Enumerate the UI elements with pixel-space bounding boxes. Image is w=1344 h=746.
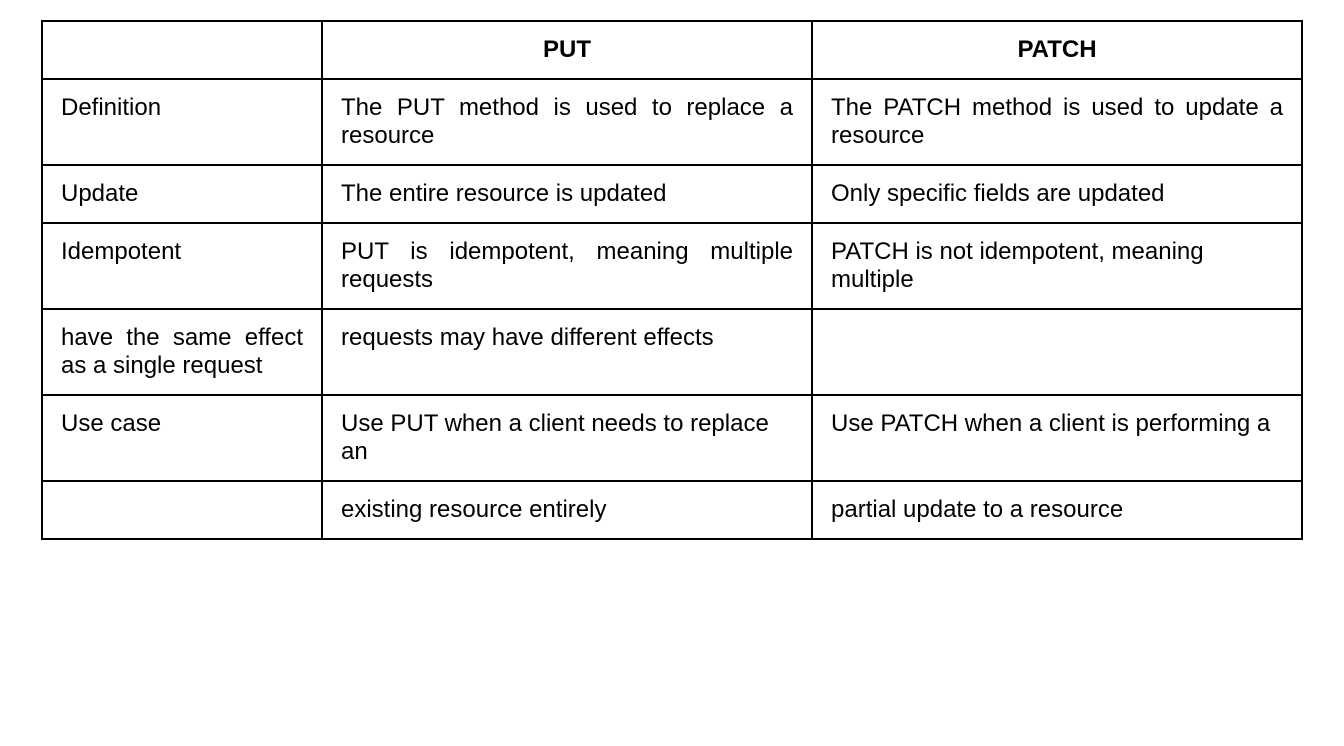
row-label: [42, 481, 322, 539]
table-row: Use case Use PUT when a client needs to …: [42, 395, 1302, 481]
row-patch: [812, 309, 1302, 395]
header-put: PUT: [322, 21, 812, 79]
table-header-row: PUT PATCH: [42, 21, 1302, 79]
row-patch: partial update to a resource: [812, 481, 1302, 539]
row-label: Idempotent: [42, 223, 322, 309]
row-label: Update: [42, 165, 322, 223]
row-label: Use case: [42, 395, 322, 481]
row-put: The entire resource is updated: [322, 165, 812, 223]
table-row: Definition The PUT method is used to rep…: [42, 79, 1302, 165]
table-row: Update The entire resource is updated On…: [42, 165, 1302, 223]
table-row: existing resource entirely partial updat…: [42, 481, 1302, 539]
row-patch: The PATCH method is used to update a res…: [812, 79, 1302, 165]
table-row: have the same effect as a single request…: [42, 309, 1302, 395]
row-patch: Only specific fields are updated: [812, 165, 1302, 223]
row-put: Use PUT when a client needs to replace a…: [322, 395, 812, 481]
header-patch: PATCH: [812, 21, 1302, 79]
row-patch: PATCH is not idempotent, meaning multipl…: [812, 223, 1302, 309]
table-row: Idempotent PUT is idempotent, meaning mu…: [42, 223, 1302, 309]
row-patch: Use PATCH when a client is performing a: [812, 395, 1302, 481]
row-put: requests may have different effects: [322, 309, 812, 395]
header-blank: [42, 21, 322, 79]
row-put: The PUT method is used to replace a reso…: [322, 79, 812, 165]
comparison-table: PUT PATCH Definition The PUT method is u…: [41, 20, 1303, 540]
row-label: Definition: [42, 79, 322, 165]
row-put: PUT is idempotent, meaning multiple requ…: [322, 223, 812, 309]
row-label: have the same effect as a single request: [42, 309, 322, 395]
row-put: existing resource entirely: [322, 481, 812, 539]
